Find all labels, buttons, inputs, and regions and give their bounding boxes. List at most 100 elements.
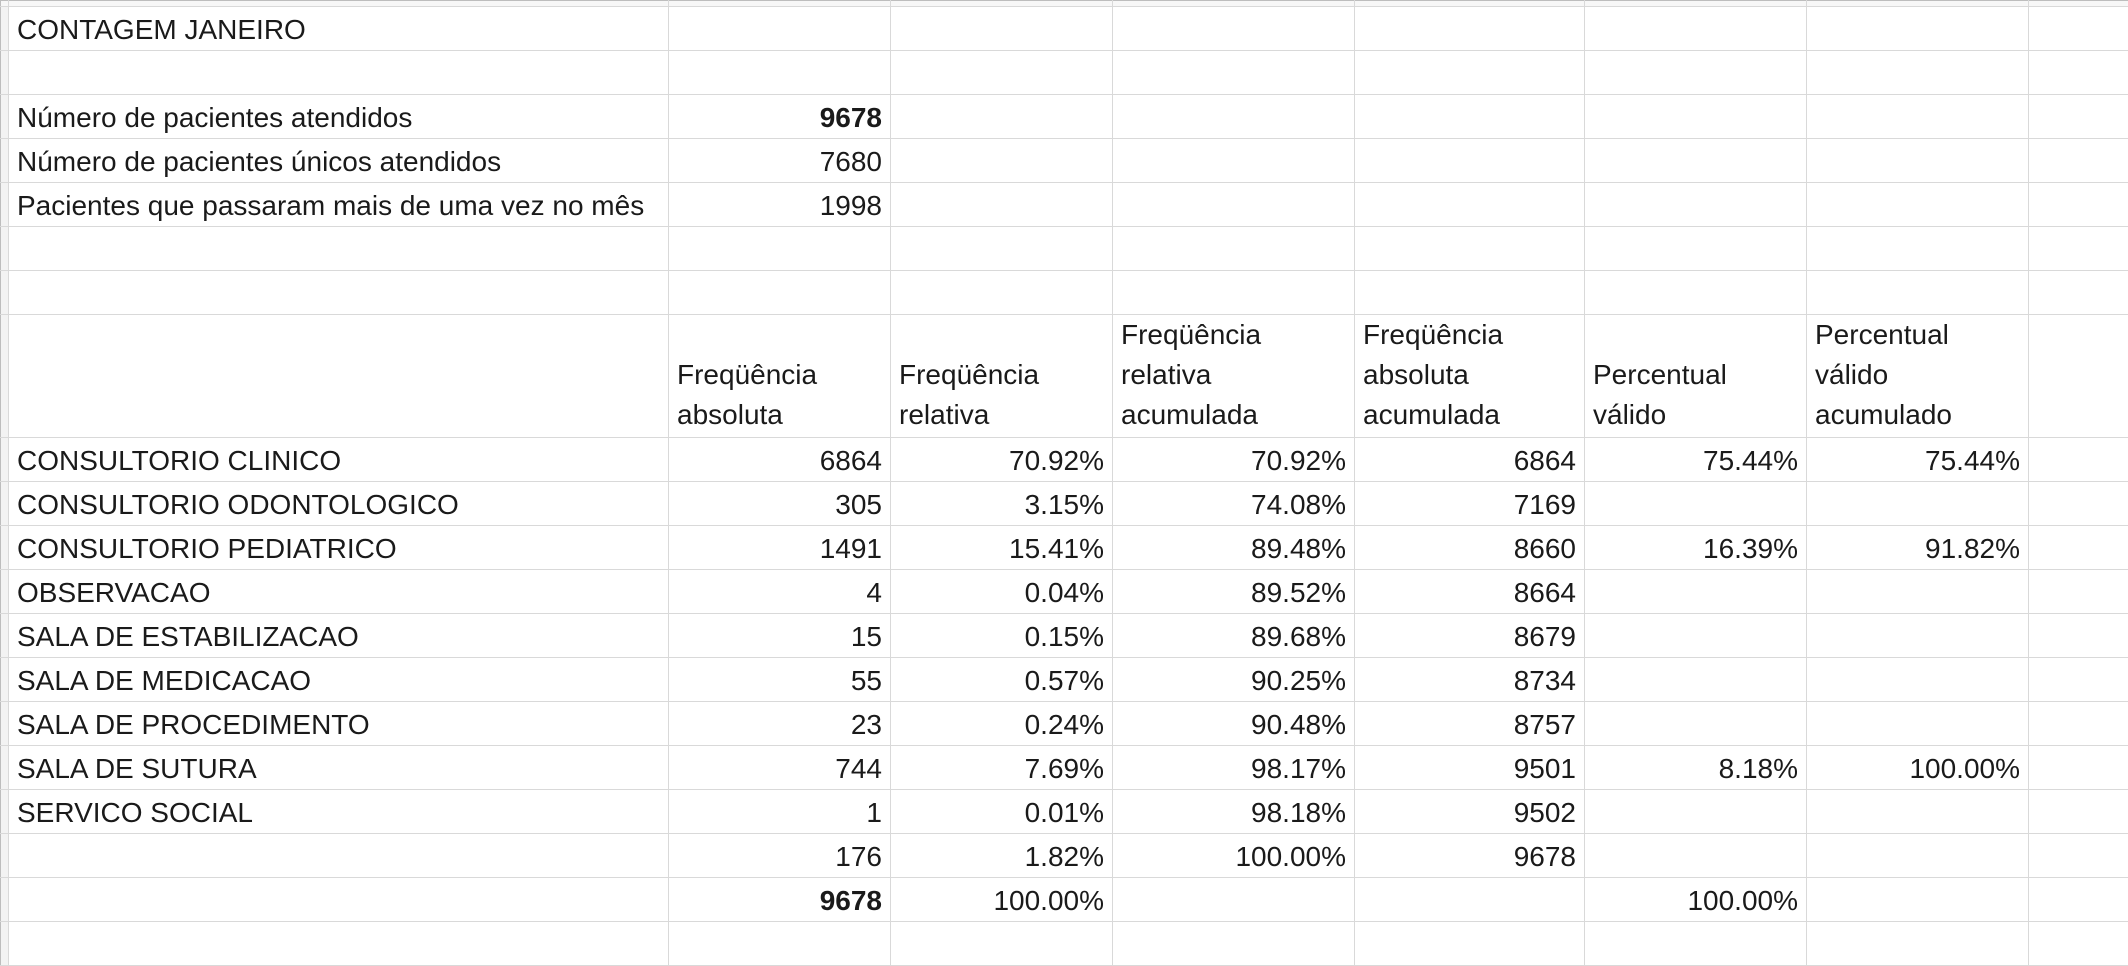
summary-value[interactable]: 7680 bbox=[669, 139, 891, 183]
cell-rel[interactable]: 0.04% bbox=[891, 570, 1113, 614]
cell-valid[interactable]: 8.18% bbox=[1585, 746, 1807, 790]
cell-abs-acc[interactable]: 8734 bbox=[1355, 658, 1585, 702]
cell-rel-acc[interactable]: 98.18% bbox=[1113, 790, 1355, 834]
cell-valid[interactable] bbox=[1585, 482, 1807, 526]
cell-rel[interactable]: 1.82% bbox=[891, 834, 1113, 878]
total-valid[interactable]: 100.00% bbox=[1585, 878, 1807, 922]
column-header-line: absoluta bbox=[677, 395, 882, 435]
cell-abs[interactable]: 23 bbox=[669, 702, 891, 746]
row-label[interactable]: CONSULTORIO PEDIATRICO bbox=[9, 526, 669, 570]
cell-abs-acc[interactable]: 8757 bbox=[1355, 702, 1585, 746]
column-header-line: acumulado bbox=[1815, 395, 2020, 435]
summary-value[interactable]: 1998 bbox=[669, 183, 891, 227]
cell-rel-acc[interactable]: 89.48% bbox=[1113, 526, 1355, 570]
cell-rel-acc[interactable]: 98.17% bbox=[1113, 746, 1355, 790]
cell-abs[interactable]: 744 bbox=[669, 746, 891, 790]
row-label[interactable]: SALA DE ESTABILIZACAO bbox=[9, 614, 669, 658]
cell-rel-acc[interactable]: 100.00% bbox=[1113, 834, 1355, 878]
cell-valid[interactable]: 16.39% bbox=[1585, 526, 1807, 570]
cell-abs[interactable]: 55 bbox=[669, 658, 891, 702]
cell-abs-acc[interactable]: 8660 bbox=[1355, 526, 1585, 570]
cell-abs[interactable]: 6864 bbox=[669, 438, 891, 482]
total-relative[interactable]: 100.00% bbox=[891, 878, 1113, 922]
cell-abs-acc[interactable]: 9678 bbox=[1355, 834, 1585, 878]
cell-valid[interactable] bbox=[1585, 790, 1807, 834]
cell-valid-acc[interactable] bbox=[1807, 702, 2029, 746]
cell-valid-acc[interactable]: 100.00% bbox=[1807, 746, 2029, 790]
summary-label[interactable]: Número de pacientes únicos atendidos bbox=[9, 139, 669, 183]
cell-valid[interactable]: 75.44% bbox=[1585, 438, 1807, 482]
cell-valid-acc[interactable]: 91.82% bbox=[1807, 526, 2029, 570]
row-label[interactable]: SERVICO SOCIAL bbox=[9, 790, 669, 834]
column-header-line: acumulada bbox=[1363, 395, 1576, 435]
cell-valid[interactable] bbox=[1585, 614, 1807, 658]
cell-abs[interactable]: 1 bbox=[669, 790, 891, 834]
empty-row bbox=[1, 922, 2128, 966]
cell-valid-acc[interactable] bbox=[1807, 570, 2029, 614]
cell-rel-acc[interactable]: 89.52% bbox=[1113, 570, 1355, 614]
cell-rel[interactable]: 0.15% bbox=[891, 614, 1113, 658]
cell-rel[interactable]: 0.24% bbox=[891, 702, 1113, 746]
cell-valid[interactable] bbox=[1585, 702, 1807, 746]
cell-abs-acc[interactable]: 9501 bbox=[1355, 746, 1585, 790]
summary-row: Pacientes que passaram mais de uma vez n… bbox=[1, 183, 2128, 227]
cell-valid-acc[interactable] bbox=[1807, 614, 2029, 658]
total-absolute[interactable]: 9678 bbox=[669, 878, 891, 922]
column-header-line: acumulada bbox=[1121, 395, 1346, 435]
column-header-line: Freqüência bbox=[1363, 315, 1576, 355]
row-label[interactable]: SALA DE MEDICACAO bbox=[9, 658, 669, 702]
cell-valid-acc[interactable] bbox=[1807, 790, 2029, 834]
cell-abs-acc[interactable]: 8664 bbox=[1355, 570, 1585, 614]
cell-rel[interactable]: 0.57% bbox=[891, 658, 1113, 702]
row-label[interactable]: OBSERVACAO bbox=[9, 570, 669, 614]
cell-valid[interactable] bbox=[1585, 658, 1807, 702]
cell-rel[interactable]: 15.41% bbox=[891, 526, 1113, 570]
empty-row bbox=[1, 51, 2128, 95]
summary-value[interactable]: 9678 bbox=[669, 95, 891, 139]
row-label[interactable]: SALA DE SUTURA bbox=[9, 746, 669, 790]
column-header-line: válido bbox=[1815, 355, 2020, 395]
cell-rel[interactable]: 70.92% bbox=[891, 438, 1113, 482]
cell-valid-acc[interactable] bbox=[1807, 834, 2029, 878]
cell-rel-acc[interactable]: 74.08% bbox=[1113, 482, 1355, 526]
cell-rel[interactable]: 7.69% bbox=[891, 746, 1113, 790]
cell-rel[interactable]: 0.01% bbox=[891, 790, 1113, 834]
row-label[interactable] bbox=[9, 834, 669, 878]
cell-abs[interactable]: 4 bbox=[669, 570, 891, 614]
cell-valid[interactable] bbox=[1585, 834, 1807, 878]
cell-rel-acc[interactable]: 70.92% bbox=[1113, 438, 1355, 482]
summary-label[interactable]: Número de pacientes atendidos bbox=[9, 95, 669, 139]
row-label[interactable]: SALA DE PROCEDIMENTO bbox=[9, 702, 669, 746]
cell-valid-acc[interactable] bbox=[1807, 482, 2029, 526]
cell-abs-acc[interactable]: 8679 bbox=[1355, 614, 1585, 658]
cell-abs[interactable]: 15 bbox=[669, 614, 891, 658]
column-header-line: Percentual bbox=[1593, 355, 1798, 395]
cell-abs[interactable]: 1491 bbox=[669, 526, 891, 570]
cell-abs[interactable]: 176 bbox=[669, 834, 891, 878]
summary-label[interactable]: Pacientes que passaram mais de uma vez n… bbox=[9, 183, 669, 227]
cell-valid-acc[interactable]: 75.44% bbox=[1807, 438, 2029, 482]
sheet-title[interactable]: CONTAGEM JANEIRO bbox=[9, 7, 669, 51]
cell-abs[interactable]: 305 bbox=[669, 482, 891, 526]
row-label[interactable]: CONSULTORIO ODONTOLOGICO bbox=[9, 482, 669, 526]
cell-abs-acc[interactable]: 9502 bbox=[1355, 790, 1585, 834]
cell-valid[interactable] bbox=[1585, 570, 1807, 614]
cell-rel-acc[interactable]: 90.48% bbox=[1113, 702, 1355, 746]
cell-rel-acc[interactable]: 89.68% bbox=[1113, 614, 1355, 658]
column-header-line: relativa bbox=[1121, 355, 1346, 395]
cell-valid-acc[interactable] bbox=[1807, 658, 2029, 702]
row-label[interactable]: CONSULTORIO CLINICO bbox=[9, 438, 669, 482]
cell-rel[interactable]: 3.15% bbox=[891, 482, 1113, 526]
cell-rel-acc[interactable]: 90.25% bbox=[1113, 658, 1355, 702]
cell-abs-acc[interactable]: 7169 bbox=[1355, 482, 1585, 526]
cell-abs-acc[interactable]: 6864 bbox=[1355, 438, 1585, 482]
